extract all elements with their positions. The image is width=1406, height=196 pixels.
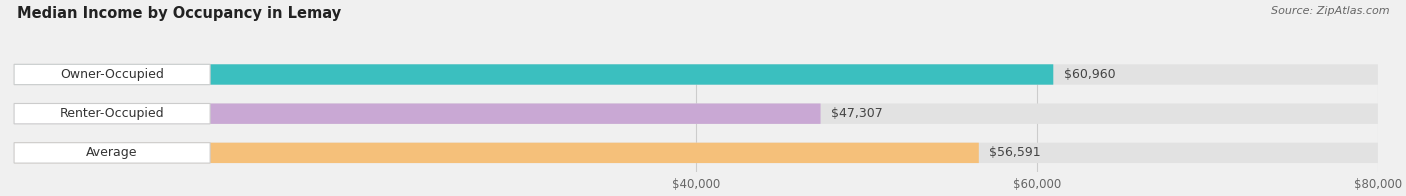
Text: Average: Average — [86, 146, 138, 159]
FancyBboxPatch shape — [14, 103, 821, 124]
Text: Source: ZipAtlas.com: Source: ZipAtlas.com — [1271, 6, 1389, 16]
Text: $56,591: $56,591 — [988, 146, 1040, 159]
Text: $47,307: $47,307 — [831, 107, 883, 120]
FancyBboxPatch shape — [14, 103, 209, 124]
FancyBboxPatch shape — [14, 143, 1378, 163]
FancyBboxPatch shape — [14, 103, 1378, 124]
Text: Renter-Occupied: Renter-Occupied — [60, 107, 165, 120]
Text: Owner-Occupied: Owner-Occupied — [60, 68, 165, 81]
FancyBboxPatch shape — [14, 143, 979, 163]
FancyBboxPatch shape — [14, 64, 1053, 85]
Text: $60,960: $60,960 — [1063, 68, 1115, 81]
FancyBboxPatch shape — [14, 64, 209, 85]
FancyBboxPatch shape — [14, 143, 209, 163]
FancyBboxPatch shape — [14, 64, 1378, 85]
Text: Median Income by Occupancy in Lemay: Median Income by Occupancy in Lemay — [17, 6, 342, 21]
